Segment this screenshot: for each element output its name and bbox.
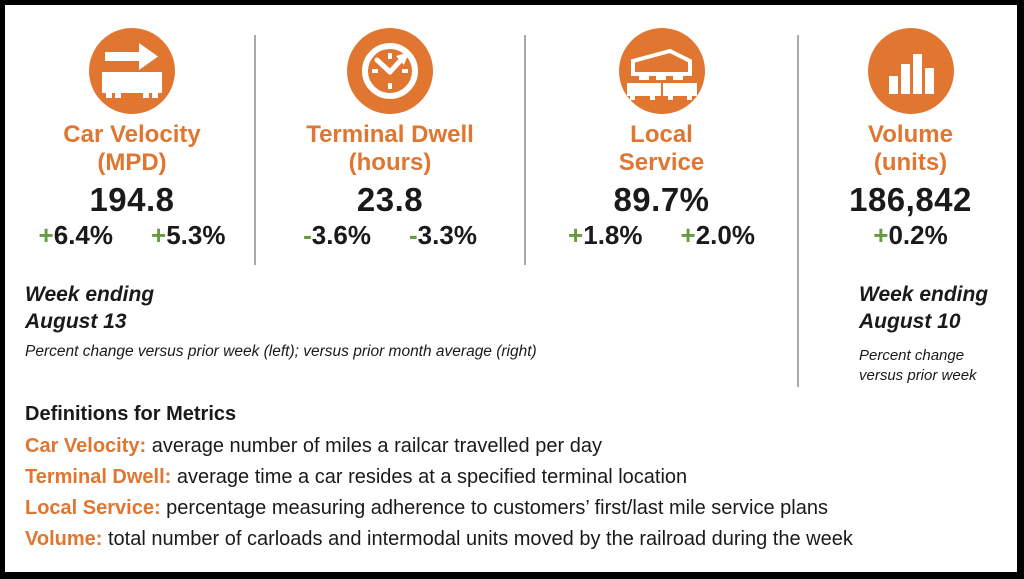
vertical-divider xyxy=(797,35,799,387)
vertical-divider xyxy=(524,35,526,265)
metric-value-local-service: 89.7% xyxy=(613,181,710,219)
metric-card-local-service: Local Service 89.7% +1.8% +2.0% xyxy=(526,28,797,251)
bar-chart-icon xyxy=(867,28,954,114)
definition-local-service: Local Service: percentage measuring adhe… xyxy=(25,497,828,519)
change-vs-prior-month: +2.0% xyxy=(680,220,755,251)
definition-car-velocity: Car Velocity: average number of miles a … xyxy=(25,435,602,457)
metric-title-local-service: Local Service xyxy=(618,121,705,176)
metric-changes-volume: +0.2% xyxy=(873,220,947,251)
metric-changes-car-velocity: +6.4% +5.3% xyxy=(39,220,226,251)
definitions-section: Definitions for Metrics Car Velocity: av… xyxy=(25,403,853,559)
definition-terminal-dwell: Terminal Dwell: average time a car resid… xyxy=(25,466,688,488)
metric-changes-local-service: +1.8% +2.0% xyxy=(568,220,755,251)
metric-title-car-velocity: Car Velocity (MPD) xyxy=(63,121,201,176)
change-vs-prior-month: +5.3% xyxy=(151,220,226,251)
week-ending-right: Week ending August 10 xyxy=(859,283,989,334)
metric-card-car-velocity: Car Velocity (MPD) 194.8 +6.4% +5.3% xyxy=(10,28,254,251)
metric-title-terminal-dwell: Terminal Dwell (hours) xyxy=(306,121,474,176)
week-ending-left: Week ending August 13 xyxy=(25,283,155,334)
percent-change-note-left: Percent change versus prior week (left);… xyxy=(25,343,537,360)
clock-icon xyxy=(347,28,433,114)
metric-card-terminal-dwell: Terminal Dwell (hours) 23.8 -3.6% -3.3% xyxy=(256,28,524,251)
railcar-arrow-icon xyxy=(89,28,175,114)
change-vs-prior-week: -3.6% xyxy=(303,220,371,251)
change-vs-prior-month: -3.3% xyxy=(409,220,477,251)
warehouse-railcars-icon xyxy=(618,28,705,114)
metric-value-volume: 186,842 xyxy=(849,181,972,219)
metric-changes-terminal-dwell: -3.6% -3.3% xyxy=(303,220,477,251)
definition-volume: Volume: total number of carloads and int… xyxy=(25,528,853,550)
vertical-divider xyxy=(254,35,256,265)
change-vs-prior-week: +0.2% xyxy=(873,220,948,251)
metric-card-volume: Volume (units) 186,842 +0.2% xyxy=(799,28,1017,251)
definitions-heading: Definitions for Metrics xyxy=(25,403,237,425)
change-vs-prior-week: +6.4% xyxy=(38,220,113,251)
percent-change-note-right: Percent change versus prior week xyxy=(859,347,977,385)
metric-value-terminal-dwell: 23.8 xyxy=(356,181,424,219)
change-vs-prior-week: +1.8% xyxy=(568,220,643,251)
metric-value-car-velocity: 194.8 xyxy=(89,181,175,219)
metric-title-volume: Volume (units) xyxy=(868,121,953,176)
